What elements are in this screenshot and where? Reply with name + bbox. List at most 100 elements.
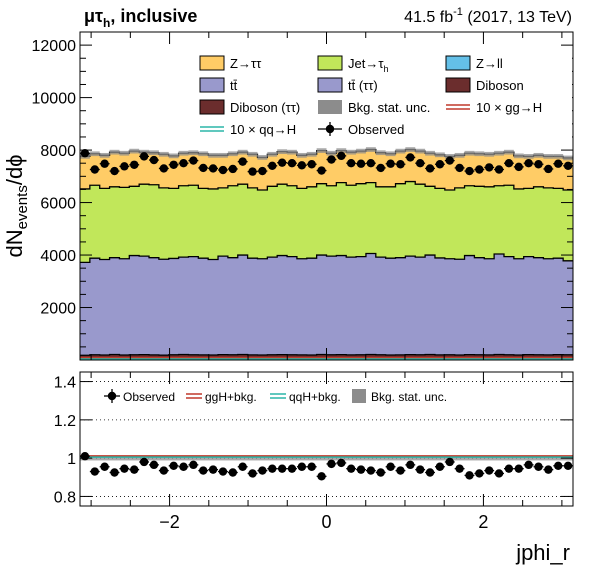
legend-label: Z→ll	[476, 56, 503, 71]
ratio-observed-point	[563, 461, 573, 470]
ratio-observed-point	[258, 466, 267, 475]
observed-point	[425, 164, 435, 173]
observed-point	[396, 160, 405, 169]
ratio-observed-point	[307, 462, 316, 471]
legend-entry-bkg_unc: Bkg. stat. unc.	[318, 100, 430, 115]
bkg-unc-bin	[316, 148, 327, 153]
ratio-observed-point	[455, 464, 464, 473]
ratio-observed-point	[514, 464, 523, 473]
main-y-tick-label: 10000	[32, 91, 77, 108]
observed-point	[277, 158, 287, 167]
observed-point	[110, 166, 119, 176]
observed-point	[100, 159, 109, 168]
ratio-observed-point	[248, 469, 257, 478]
legend-entry-qqh_line: 10 × qq→H	[200, 122, 296, 137]
legend-label: 10 × qq→H	[230, 122, 296, 137]
ratio-y-tick-label: 1	[67, 451, 76, 468]
legend-label: Bkg. stat. unc.	[371, 390, 447, 404]
legend-label: Diboson	[476, 78, 524, 93]
ratio-plot-area	[80, 372, 573, 506]
bkg-unc-bin	[553, 154, 564, 159]
bkg-unc-bin	[415, 148, 426, 154]
ratio-y-tick-label: 1.4	[54, 375, 76, 392]
ratio-observed-point	[337, 458, 346, 468]
legend-label: Observed	[348, 122, 404, 137]
observed-point	[258, 166, 267, 176]
observed-point	[297, 161, 307, 170]
stack-outline-ttbar	[80, 252, 573, 264]
observed-point	[337, 151, 346, 161]
bkg-unc-bin	[267, 151, 278, 157]
main-y-axis-title: dNevents/dϕ	[2, 155, 31, 258]
bkg-unc-bin	[484, 151, 495, 157]
bkg-unc-bin	[405, 147, 416, 152]
legend-entry-ztt: Z→ττ	[199, 55, 262, 71]
observed-point	[120, 162, 129, 171]
bkg-unc-bin	[543, 154, 554, 159]
bkg-unc-bin	[227, 151, 238, 157]
observed-point	[376, 163, 385, 173]
ratio-legend-entry-qqh_line: qqH+bkg.	[270, 390, 341, 404]
legend-swatch	[317, 55, 343, 71]
legend-label: tt̄	[230, 78, 238, 93]
ratio-observed-point	[287, 464, 297, 473]
bkg-unc-bin	[365, 147, 376, 152]
ratio-y-tick-label: 0.8	[54, 489, 76, 506]
ratio-unc-band	[80, 455, 573, 461]
main-y-tick-label: 6000	[40, 196, 76, 213]
bkg-unc-bin	[395, 148, 406, 154]
legend-entry-ggh_line: 10 × gg→H	[446, 100, 542, 115]
ratio-observed-point	[228, 468, 238, 477]
ratio-observed-point	[484, 466, 494, 475]
ratio-observed-point	[277, 464, 287, 473]
legend-swatch	[318, 100, 342, 114]
ratio-observed-point	[159, 466, 169, 475]
bkg-unc-bin	[513, 153, 524, 159]
legend-swatch	[199, 55, 225, 71]
legend-label: Jet→τh	[348, 56, 389, 74]
bkg-unc-bin	[129, 148, 140, 154]
observed-point	[179, 159, 188, 168]
ratio-observed-point	[544, 465, 553, 474]
bkg-unc-bin	[109, 149, 120, 155]
bkg-unc-bin	[277, 149, 288, 155]
ratio-observed-point	[376, 468, 385, 477]
legend-swatch	[325, 124, 335, 134]
ratio-observed-point	[268, 464, 277, 473]
ratio-observed-point	[534, 462, 543, 471]
observed-point	[415, 159, 425, 168]
bkg-unc-bin	[208, 152, 219, 158]
observed-point	[544, 164, 553, 174]
ratio-observed-point	[366, 466, 376, 475]
stack-jetfakes	[80, 181, 573, 263]
bkg-unc-bin	[533, 152, 544, 158]
bkg-unc-bin	[158, 151, 169, 157]
observed-point	[484, 163, 494, 172]
ratio-observed-point	[149, 460, 159, 470]
legend-entry-diboson_tautau: Diboson (ττ)	[199, 99, 300, 115]
legend-label: Bkg. stat. unc.	[348, 100, 430, 115]
ratio-observed-point	[435, 462, 445, 471]
observed-point	[435, 160, 445, 169]
legend-entry-ttbar: tt̄	[199, 77, 238, 93]
observed-point	[455, 163, 464, 173]
ratio-observed-point	[494, 469, 504, 478]
legend-label: Diboson (ττ)	[230, 100, 300, 115]
observed-point	[554, 159, 563, 168]
bkg-unc-bin	[346, 149, 357, 155]
bkg-unc-bin	[168, 153, 179, 159]
observed-point	[228, 164, 238, 174]
ratio-observed-point	[179, 462, 188, 471]
bkg-unc-bin	[218, 152, 228, 158]
bkg-unc-bin	[454, 152, 465, 158]
ratio-observed-point	[445, 457, 454, 467]
ratio-observed-point	[130, 465, 139, 474]
observed-point	[287, 159, 297, 168]
legend-entry-observed: Observed	[318, 122, 404, 137]
ratio-legend-entry-observed: Observed	[104, 389, 175, 404]
ratio-observed-point	[238, 462, 247, 471]
main-legend-box	[196, 50, 572, 140]
ratio-observed-point	[297, 462, 307, 471]
ratio-observed-point	[504, 464, 514, 473]
